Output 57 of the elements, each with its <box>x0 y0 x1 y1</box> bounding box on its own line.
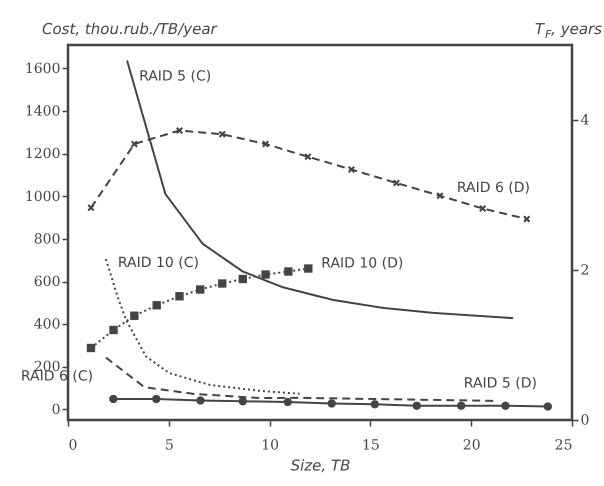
point <box>109 326 118 334</box>
y-tick-label: 1400 <box>24 104 60 120</box>
point <box>262 140 270 148</box>
y-axis-title: Cost, thou.rub./TB/year <box>42 20 218 38</box>
y2-tick-label: 4 <box>580 112 590 128</box>
point <box>392 179 400 187</box>
point <box>436 192 444 200</box>
y-tick-label: 400 <box>34 316 60 333</box>
point <box>238 397 247 406</box>
x-tick-label: 15 <box>362 438 380 454</box>
point <box>284 398 292 406</box>
point <box>328 399 336 408</box>
x-tick-label: 0 <box>68 438 78 454</box>
point <box>130 140 138 148</box>
series-label: RAID 5 (C) <box>139 68 212 85</box>
series-label: RAID 5 (D) <box>464 376 537 392</box>
point <box>261 270 270 279</box>
point <box>218 279 226 288</box>
point <box>130 312 139 320</box>
x-tick-label: 25 <box>554 438 572 454</box>
series-label: RAID 10 (C) <box>118 255 199 272</box>
point <box>478 204 486 212</box>
point <box>412 402 421 410</box>
point <box>456 402 466 410</box>
series-label: RAID 10 (D) <box>321 256 404 272</box>
point <box>348 166 356 174</box>
point <box>176 126 184 134</box>
x-tick-label: 5 <box>164 438 174 454</box>
point <box>152 394 160 404</box>
point <box>523 215 531 223</box>
point <box>152 301 161 310</box>
point <box>218 130 226 138</box>
point <box>238 274 247 284</box>
point <box>196 285 204 294</box>
point <box>109 394 118 404</box>
point <box>370 400 380 408</box>
point <box>175 292 184 300</box>
y-tick-label: 600 <box>34 274 60 290</box>
series-label: RAID 6 (D) <box>456 180 530 196</box>
y-tick-label: 1200 <box>24 146 60 162</box>
x-tick-label: 20 <box>462 438 481 454</box>
y-tick-label: 800 <box>34 231 60 248</box>
point <box>196 396 205 405</box>
y-tick-label: 1600 <box>24 60 60 77</box>
y2-tick-label: 2 <box>580 262 590 278</box>
y2-tick-label: 0 <box>580 412 590 428</box>
y-tick-label: 0 <box>52 402 60 418</box>
point <box>284 267 293 276</box>
point <box>544 402 552 411</box>
point <box>86 344 96 352</box>
point <box>87 204 95 212</box>
y-tick-label: 1000 <box>24 188 60 205</box>
x-axis-title: Size, TB <box>290 456 350 474</box>
point <box>501 402 510 410</box>
point <box>304 264 312 273</box>
x-tick-label: 10 <box>261 438 280 454</box>
point <box>304 153 312 160</box>
